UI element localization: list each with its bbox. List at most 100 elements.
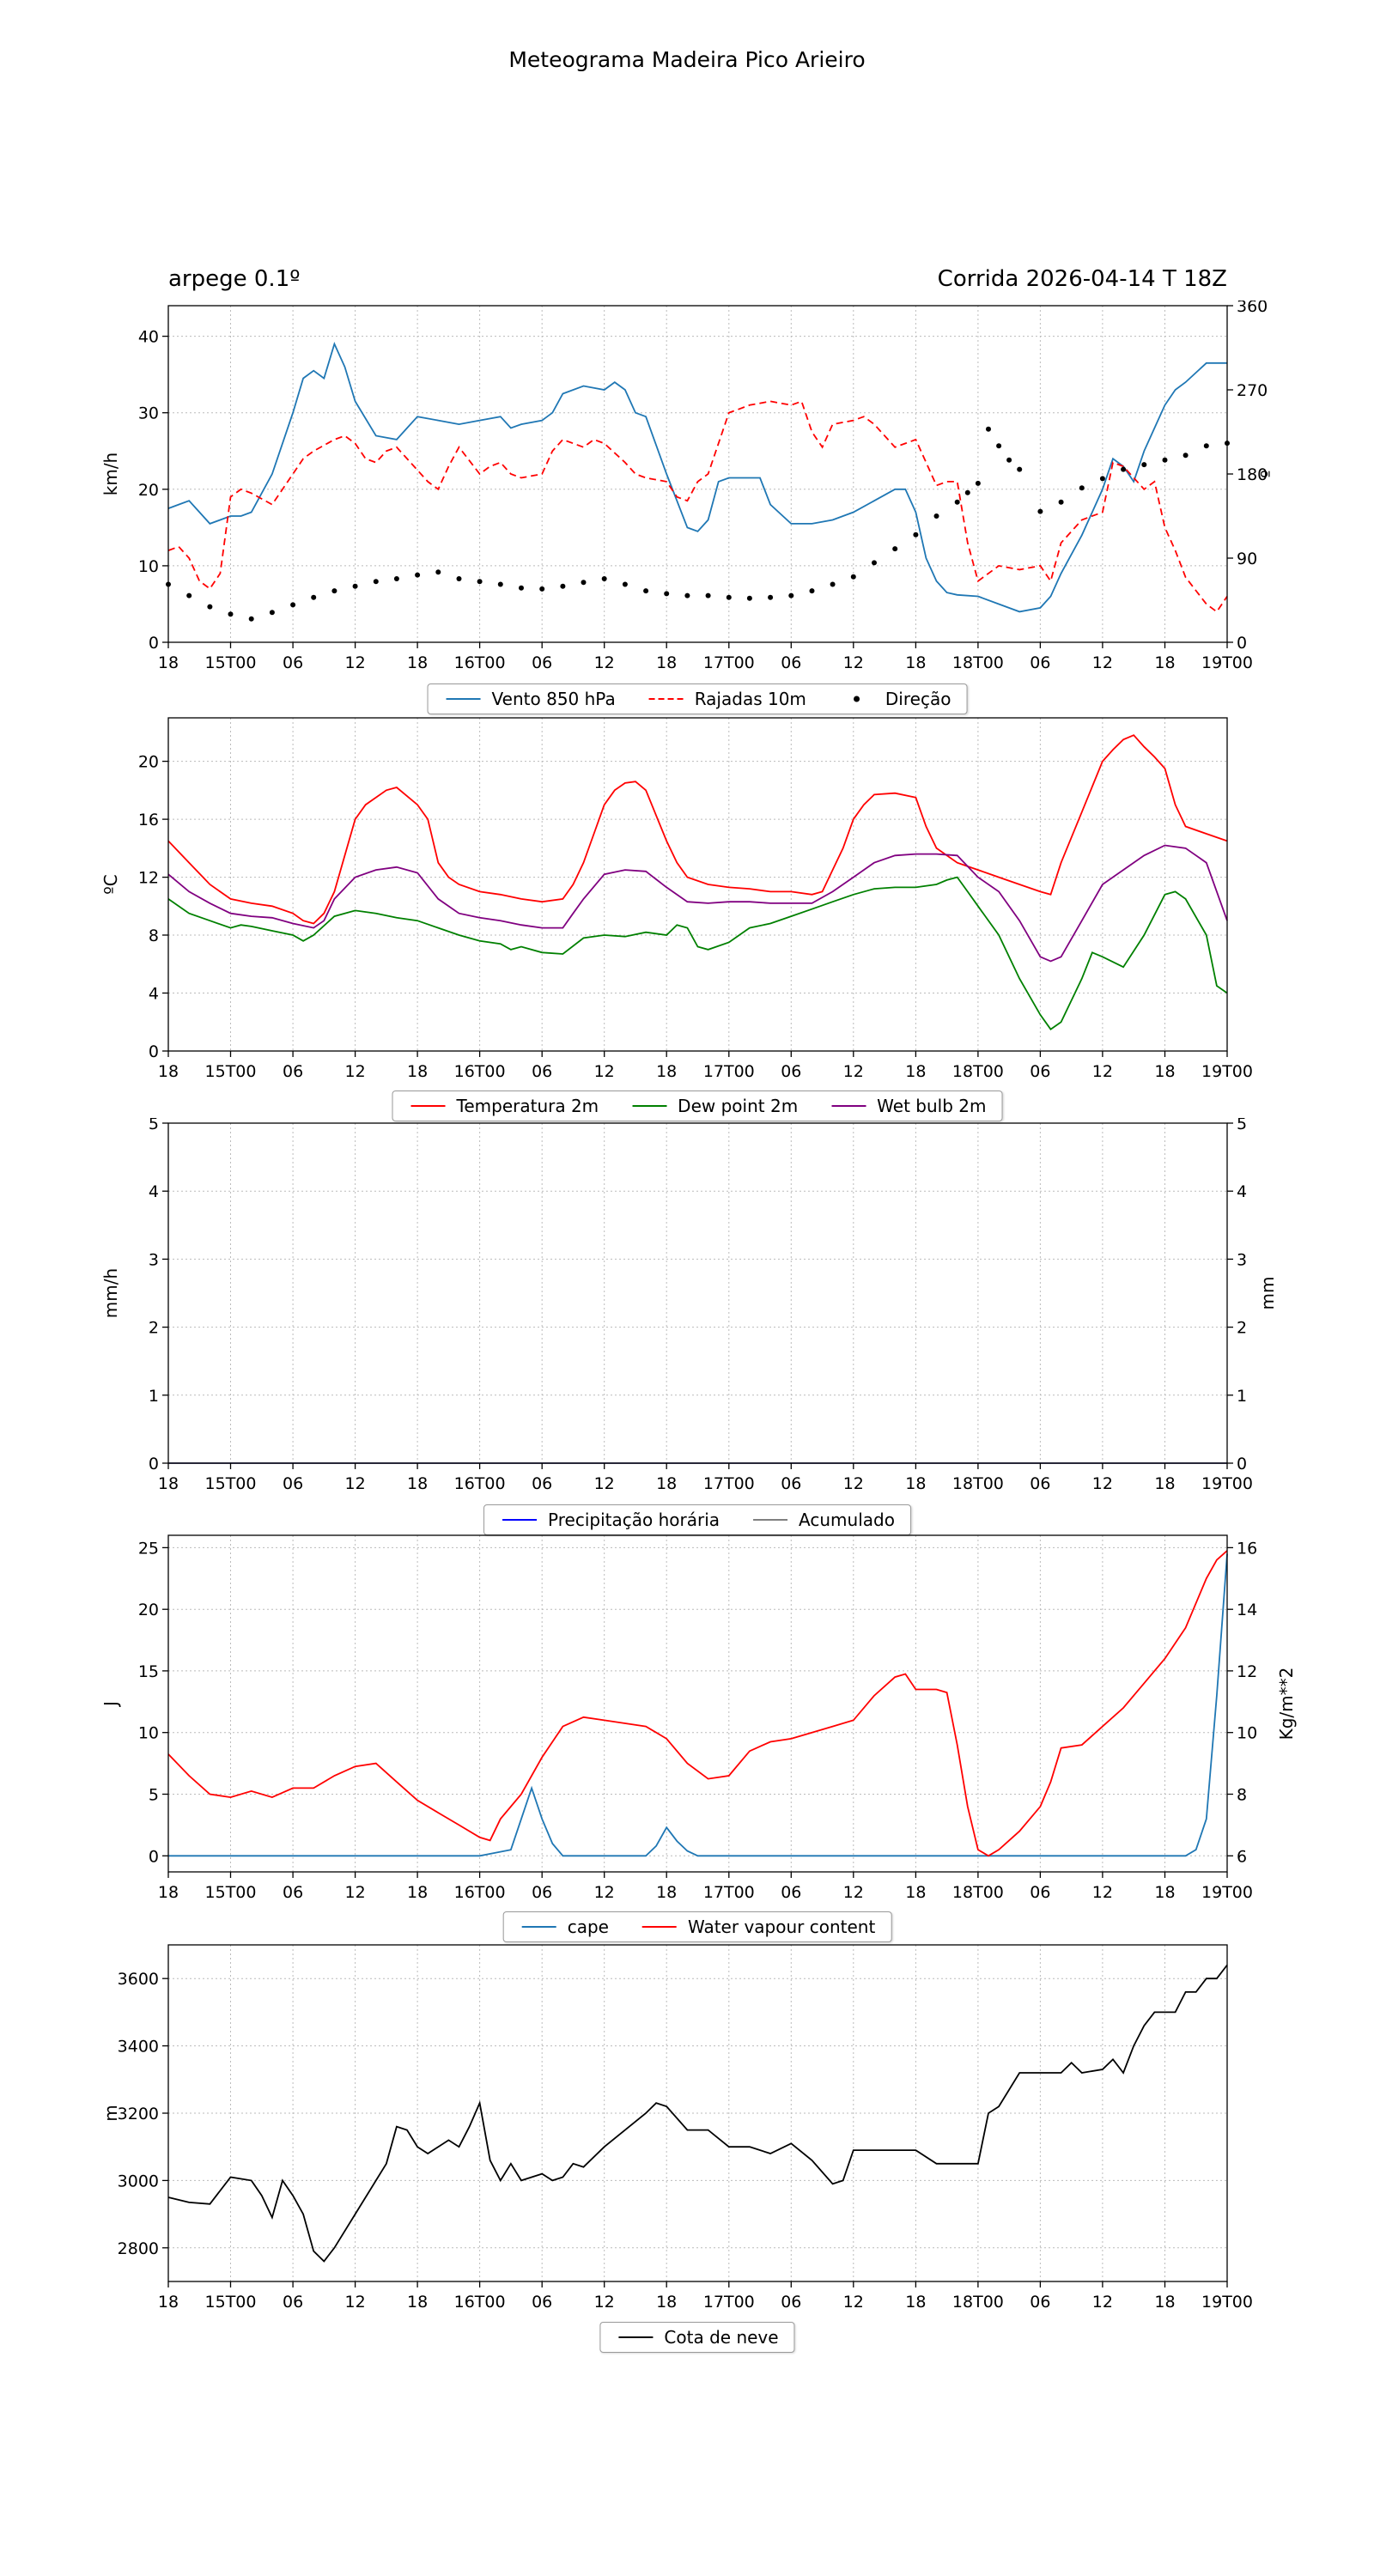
data-point [601,576,607,581]
x-tick-label: 06 [283,1474,303,1493]
y-tick-right-label: 10 [1237,1724,1257,1743]
data-point [768,594,774,600]
y-tick-right-label: 270 [1237,381,1268,400]
x-tick-label: 18 [158,1062,179,1081]
x-tick-label: 12 [1092,1883,1113,1902]
x-tick-label: 18 [407,1474,428,1493]
legend-label: Precipitação horária [548,1510,720,1530]
data-point [1006,457,1012,463]
data-point [1203,443,1209,449]
data-point [996,443,1002,449]
x-tick-label: 12 [345,1062,366,1081]
series-rajadas-10m [167,400,1228,613]
legend-entry: Precipitação horária [500,1510,720,1530]
x-tick-label: 12 [345,1883,366,1902]
x-tick-label: 18 [407,653,428,672]
x-tick-label: 19T00 [1201,653,1253,672]
y-tick-label: 3200 [118,2105,159,2123]
plot-frame [167,717,1228,1052]
y-tick-right-label: 5 [1237,1118,1247,1133]
x-tick-label: 06 [283,1062,303,1081]
x-tick-label: 18 [1154,653,1175,672]
series-wet-bulb-2m [167,844,1228,963]
x-tick-label: 18T00 [952,2293,1004,2312]
data-point [746,595,752,601]
y-tick-label: 20 [138,753,159,772]
data-point [954,499,960,505]
x-tick-label: 06 [1030,1474,1050,1493]
x-tick-label: 12 [594,1474,615,1493]
wind-legend: Vento 850 hPa Rajadas 10m Direção [427,683,968,714]
data-point [1058,499,1064,505]
x-tick-label: 06 [283,2293,303,2312]
x-tick-label: 06 [532,1474,552,1493]
x-tick-label: 15T00 [205,1474,257,1493]
x-tick-label: 16T00 [454,1062,506,1081]
y-tick-right-label: 4 [1237,1182,1247,1201]
x-tick-label: 18 [905,1883,926,1902]
y-tick-label: 20 [138,1601,159,1619]
x-tick-label: 18 [407,1883,428,1902]
x-tick-label: 16T00 [454,1474,506,1493]
y-tick-label: 0 [149,1847,159,1866]
legend-entry: Direção [837,689,951,709]
legend-label: Wet bulb 2m [877,1096,987,1116]
legend-entry: Cota de neve [616,2327,779,2348]
data-point [519,585,524,591]
x-tick-label: 12 [594,1062,615,1081]
y-tick-right-label: 0 [1237,634,1247,653]
y-tick-label: 0 [149,634,159,653]
y-tick-label: 0 [149,1455,159,1473]
x-tick-label: 12 [843,1474,864,1493]
data-point [1079,485,1085,491]
plot-frame [167,305,1228,643]
y-tick-right-label: 180 [1237,465,1268,484]
x-tick-label: 12 [843,1883,864,1902]
legend-entry: Water vapour content [640,1917,875,1937]
x-tick-label: 12 [843,1062,864,1081]
data-point [872,560,877,566]
legend-swatch-wet-bulb-2m [831,1105,866,1107]
y-tick-label: 16 [138,811,159,829]
x-tick-label: 18T00 [952,1062,1004,1081]
temperature-legend: Temperatura 2m Dew point 2m Wet bulb 2m [392,1091,1003,1121]
legend-label: Direção [885,689,951,709]
x-tick-label: 12 [1092,653,1113,672]
legend-swatch-water-vapour-content [641,1926,677,1928]
data-point [415,572,421,578]
y-tick-right-label: 360 [1237,301,1268,316]
snow-level-legend: Cota de neve [599,2322,795,2353]
x-tick-label: 06 [283,1883,303,1902]
data-point [1162,457,1168,463]
data-point [1037,508,1043,514]
data-point [352,583,358,589]
y-tick-right-label: 8 [1237,1786,1247,1805]
series-temperatura-2m [167,734,1228,925]
x-tick-label: 06 [532,1883,552,1902]
data-point [1099,476,1105,482]
data-point [788,592,794,598]
x-tick-label: 12 [345,2293,366,2312]
x-tick-label: 18 [656,1062,677,1081]
series-cota-de-neve [167,1964,1228,2263]
x-tick-label: 06 [1030,1062,1050,1081]
y-axis-label-right: mm [1257,1277,1278,1310]
snow-level-chart: 18 15T00 06 12 18 16T00 06 12 18 17T00 06 12 18 18T00… [100,1944,1253,2312]
model-label: arpege 0.1º [168,266,301,292]
x-tick-label: 18 [158,1474,179,1493]
x-tick-label: 19T00 [1201,1883,1253,1902]
legend-swatch-dire-o [854,696,860,702]
x-tick-label: 12 [843,2293,864,2312]
x-tick-label: 06 [1030,2293,1050,2312]
y-tick-right-label: 6 [1237,1847,1247,1866]
y-tick-right-label: 3 [1237,1250,1247,1269]
x-tick-label: 18 [158,653,179,672]
x-tick-label: 06 [283,653,303,672]
y-tick-right-label: 16 [1237,1539,1257,1558]
data-point [581,580,587,586]
data-point [705,592,711,598]
y-tick-right-label: 90 [1237,550,1257,568]
legend-entry: Wet bulb 2m [829,1096,986,1116]
legend-swatch-rajadas-10m [648,698,684,700]
x-tick-label: 18 [905,2293,926,2312]
